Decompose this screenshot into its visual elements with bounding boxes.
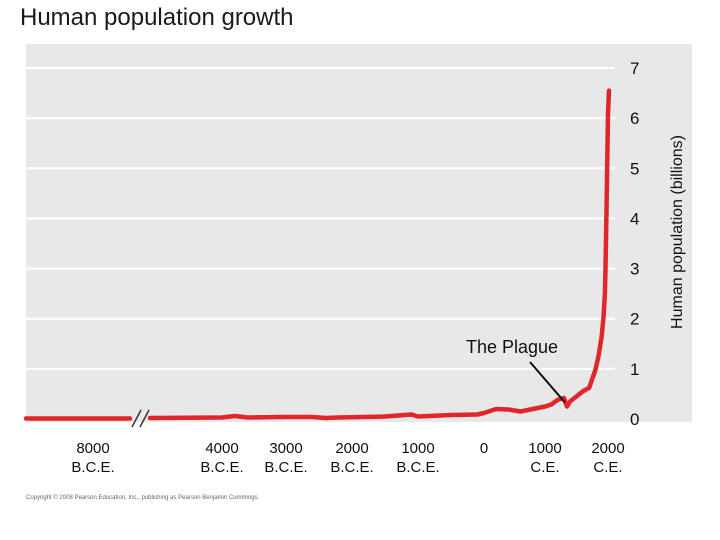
x-tick-era-label: B.C.E.: [200, 459, 243, 476]
y-tick-label-4: 4: [630, 209, 639, 228]
y-tick-label-3: 3: [630, 260, 639, 279]
y-tick-label-5: 5: [630, 159, 639, 178]
x-tick-label: 2000: [591, 440, 624, 457]
x-tick-era-label: C.E.: [593, 459, 622, 476]
annotation-label: The Plague: [466, 337, 558, 357]
y-tick-label-1: 1: [630, 360, 639, 379]
copyright-notice: Copyright © 2008 Pearson Education, Inc.…: [26, 495, 260, 501]
x-tick-label: 8000: [76, 440, 109, 457]
plot-background: [26, 44, 692, 422]
y-axis-ticks: 0 1 2 3 4 5 6 7: [630, 59, 639, 429]
x-tick-label: 0: [480, 440, 488, 457]
annotations: The Plague: [466, 337, 566, 404]
x-tick-label: 2000: [335, 440, 368, 457]
x-axis-ticks: 8000 B.C.E. 4000 B.C.E. 3000 B.C.E. 2000 B.C.E.…: [71, 440, 624, 476]
y-tick-label-0: 0: [630, 410, 639, 429]
x-tick-era-label: B.C.E.: [264, 459, 307, 476]
y-axis-label: Human population (billions): [669, 135, 686, 329]
slide-title: Human population growth: [20, 4, 294, 31]
axis-break-mark: [131, 409, 142, 428]
x-tick-label: 4000: [205, 440, 238, 457]
axis-break: [131, 409, 150, 428]
annotation-arrow: [529, 361, 566, 404]
x-tick-label: 3000: [269, 440, 302, 457]
x-tick-era-label: B.C.E.: [330, 459, 373, 476]
y-tick-label-2: 2: [630, 310, 639, 329]
x-tick-era-label: C.E.: [530, 459, 559, 476]
series-layer: [23, 88, 612, 421]
population-line: [147, 88, 612, 421]
x-tick-label: 1000: [401, 440, 434, 457]
x-tick-label: 1000: [528, 440, 561, 457]
axis-break-mark: [139, 409, 150, 428]
y-tick-label-7: 7: [630, 59, 639, 78]
x-tick-era-label: B.C.E.: [396, 459, 439, 476]
y-tick-label-6: 6: [630, 109, 639, 128]
x-tick-era-label: B.C.E.: [71, 459, 114, 476]
gridlines: [26, 67, 615, 370]
